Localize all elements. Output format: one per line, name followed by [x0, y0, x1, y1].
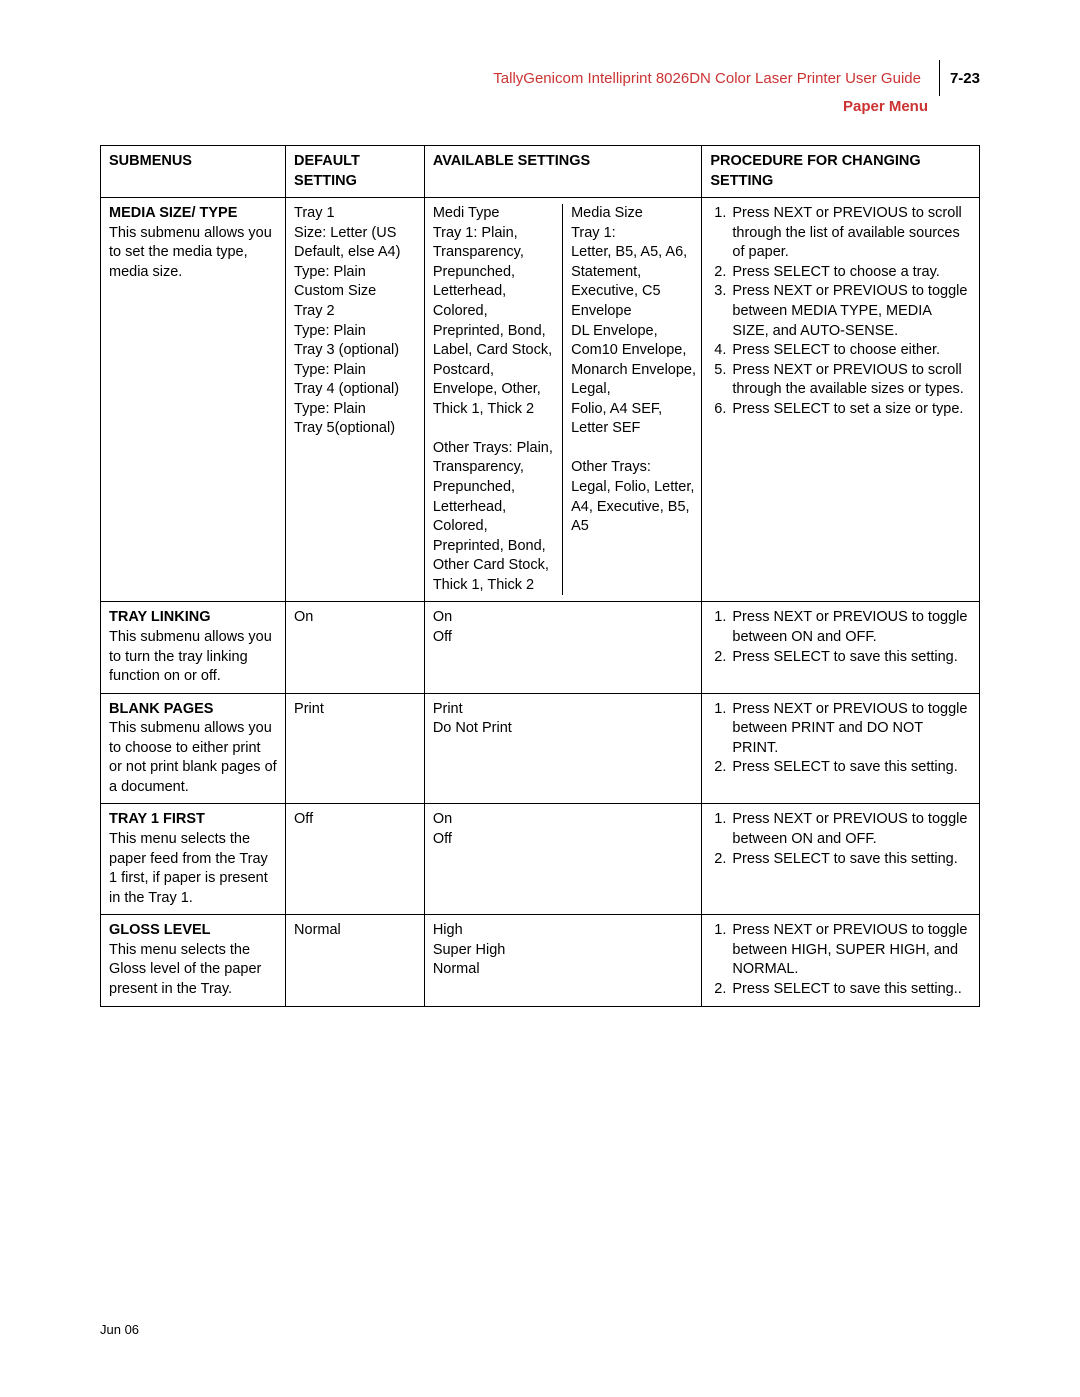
procedure-step: Press NEXT or PREVIOUS to scroll through…: [730, 361, 971, 400]
procedure-step: Press NEXT or PREVIOUS to toggle between…: [730, 921, 971, 980]
available-cell: On Off: [424, 602, 702, 693]
doc-title: TallyGenicom Intelliprint 8026DN Color L…: [493, 70, 931, 87]
submenu-title: GLOSS LEVEL: [109, 922, 211, 938]
submenu-cell: GLOSS LEVEL This menu selects the Gloss l…: [101, 915, 286, 1006]
submenu-cell: BLANK PAGES This submenu allows you to ch…: [101, 693, 286, 804]
procedure-cell: Press NEXT or PREVIOUS to toggle between…: [702, 804, 980, 915]
submenu-desc: This submenu allows you to set the media…: [109, 224, 277, 283]
available-cell: On Off: [424, 804, 702, 915]
table-header-row: SUBMENUS DEFAULT SETTING AVAILABLE SETTI…: [101, 146, 980, 198]
procedure-step: Press NEXT or PREVIOUS to toggle between…: [730, 810, 971, 849]
th-available: AVAILABLE SETTINGS: [424, 146, 702, 198]
available-cell: Print Do Not Print: [424, 693, 702, 804]
submenu-desc: This submenu allows you to choose to eit…: [109, 719, 277, 797]
page-footer: Jun 06: [100, 1322, 139, 1337]
submenu-desc: This submenu allows you to turn the tray…: [109, 628, 277, 687]
page-container: TallyGenicom Intelliprint 8026DN Color L…: [0, 0, 1080, 1047]
procedure-step: Press SELECT to set a size or type.: [730, 400, 971, 420]
table-row: GLOSS LEVEL This menu selects the Gloss l…: [101, 915, 980, 1006]
procedure-list: Press NEXT or PREVIOUS to toggle between…: [710, 810, 971, 869]
procedure-cell: Press NEXT or PREVIOUS to toggle between…: [702, 602, 980, 693]
submenu-cell: TRAY 1 FIRST This menu selects the paper …: [101, 804, 286, 915]
default-cell: Print: [286, 693, 425, 804]
th-default: DEFAULT SETTING: [286, 146, 425, 198]
th-submenus: SUBMENUS: [101, 146, 286, 198]
table-row: TRAY 1 FIRST This menu selects the paper …: [101, 804, 980, 915]
table-row: MEDIA SIZE/ TYPE This submenu allows you …: [101, 198, 980, 602]
procedure-step: Press NEXT or PREVIOUS to toggle between…: [730, 608, 971, 647]
page-header: TallyGenicom Intelliprint 8026DN Color L…: [100, 60, 980, 115]
submenu-title: TRAY LINKING: [109, 609, 211, 625]
header-line-1: TallyGenicom Intelliprint 8026DN Color L…: [493, 60, 980, 96]
available-left: Medi Type Tray 1: Plain, Transparency, P…: [425, 204, 563, 595]
procedure-cell: Press NEXT or PREVIOUS to toggle between…: [702, 693, 980, 804]
procedure-step: Press SELECT to save this setting.: [730, 850, 971, 870]
procedure-cell: Press NEXT or PREVIOUS to toggle between…: [702, 915, 980, 1006]
procedure-step: Press NEXT or PREVIOUS to toggle between…: [730, 700, 971, 759]
procedure-step: Press SELECT to choose a tray.: [730, 263, 971, 283]
procedure-cell: Press NEXT or PREVIOUS to scroll through…: [702, 198, 980, 602]
procedure-step: Press SELECT to save this setting..: [730, 980, 971, 1000]
default-cell: Normal: [286, 915, 425, 1006]
section-title: Paper Menu: [100, 98, 980, 115]
submenu-title: BLANK PAGES: [109, 701, 213, 717]
page-number: 7-23: [948, 70, 980, 87]
procedure-step: Press SELECT to choose either.: [730, 341, 971, 361]
submenu-title: TRAY 1 FIRST: [109, 811, 205, 827]
available-cell: Medi Type Tray 1: Plain, Transparency, P…: [424, 198, 702, 602]
header-divider: [939, 60, 940, 96]
procedure-list: Press NEXT or PREVIOUS to scroll through…: [710, 204, 971, 419]
th-procedure: PROCEDURE FOR CHANGING SETTING: [702, 146, 980, 198]
procedure-list: Press NEXT or PREVIOUS to toggle between…: [710, 608, 971, 667]
submenu-cell: MEDIA SIZE/ TYPE This submenu allows you …: [101, 198, 286, 602]
procedure-step: Press SELECT to save this setting.: [730, 758, 971, 778]
available-cell: High Super High Normal: [424, 915, 702, 1006]
submenu-title: MEDIA SIZE/ TYPE: [109, 205, 237, 221]
submenu-desc: This menu selects the paper feed from th…: [109, 830, 277, 908]
procedure-list: Press NEXT or PREVIOUS to toggle between…: [710, 921, 971, 999]
procedure-step: Press SELECT to save this setting.: [730, 648, 971, 668]
default-cell: Off: [286, 804, 425, 915]
procedure-step: Press NEXT or PREVIOUS to scroll through…: [730, 204, 971, 263]
procedure-step: Press NEXT or PREVIOUS to toggle between…: [730, 282, 971, 341]
settings-table: SUBMENUS DEFAULT SETTING AVAILABLE SETTI…: [100, 145, 980, 1007]
submenu-desc: This menu selects the Gloss level of the…: [109, 941, 277, 1000]
table-body: MEDIA SIZE/ TYPE This submenu allows you …: [101, 198, 980, 1006]
procedure-list: Press NEXT or PREVIOUS to toggle between…: [710, 700, 971, 778]
table-row: BLANK PAGES This submenu allows you to ch…: [101, 693, 980, 804]
default-cell: On: [286, 602, 425, 693]
available-right: Media Size Tray 1: Letter, B5, A5, A6, S…: [563, 204, 701, 595]
submenu-cell: TRAY LINKING This submenu allows you to t…: [101, 602, 286, 693]
default-cell: Tray 1 Size: Letter (US Default, else A4…: [286, 198, 425, 602]
table-row: TRAY LINKING This submenu allows you to t…: [101, 602, 980, 693]
